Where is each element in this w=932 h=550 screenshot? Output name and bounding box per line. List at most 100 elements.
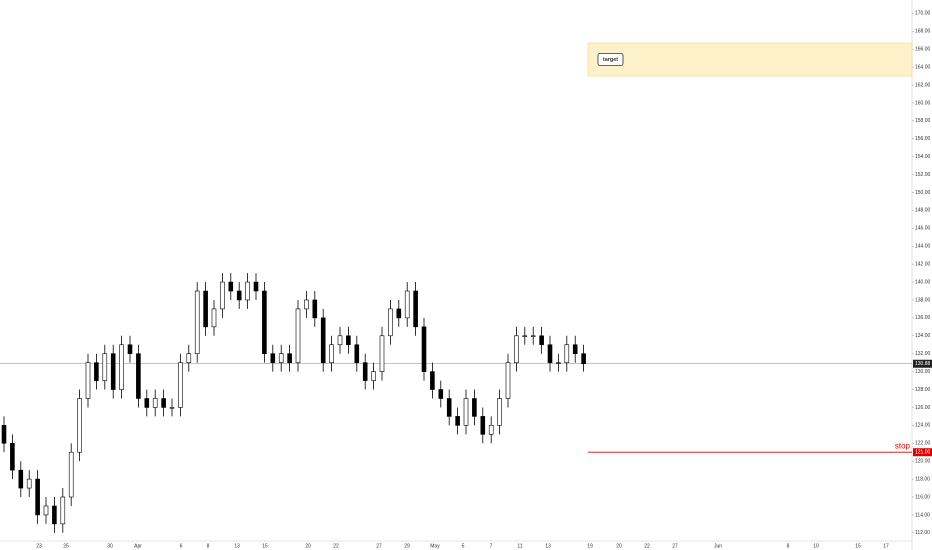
y-tick-label: 154.00 <box>915 154 931 160</box>
y-tick-label: 170.00 <box>915 11 931 17</box>
candle-body <box>60 496 66 525</box>
candle-body <box>337 335 343 346</box>
candle-body <box>144 398 150 408</box>
y-tick-label: 160.00 <box>915 100 931 106</box>
x-tick-label: 27 <box>376 543 382 549</box>
x-tick-label: 13 <box>234 543 240 549</box>
x-tick-label: Apr <box>134 543 142 549</box>
candle-body <box>77 398 82 453</box>
candle-body <box>85 362 91 399</box>
x-tick-label: Jun <box>714 543 722 549</box>
x-tick-label: 27 <box>672 543 678 549</box>
candle-body <box>152 398 158 408</box>
y-tick-label: 164.00 <box>915 64 931 70</box>
candle-body <box>564 344 570 363</box>
x-tick-label: 11 <box>517 543 522 549</box>
candle-body <box>278 353 284 363</box>
y-tick-label: 128.00 <box>915 387 931 393</box>
y-tick-label: 114.00 <box>915 512 930 518</box>
y-tick-label: 126.00 <box>915 405 931 411</box>
x-tick-label: 29 <box>404 543 410 549</box>
candle-body <box>421 326 427 372</box>
x-tick-label: 20 <box>305 543 311 549</box>
y-tick-label: 140.00 <box>915 279 931 285</box>
x-tick-label: 22 <box>644 543 650 549</box>
candle-body <box>203 290 208 328</box>
candle-body <box>262 290 267 355</box>
candle-body <box>379 335 385 372</box>
candle-body <box>581 353 586 365</box>
y-tick-label: 132.00 <box>915 351 931 357</box>
y-tick-label: 116.00 <box>915 494 930 500</box>
x-tick-label: 23 <box>36 543 42 549</box>
candle-body <box>446 398 452 417</box>
candle-body <box>539 335 544 346</box>
candle-body <box>35 478 40 516</box>
y-tick-label: 156.00 <box>915 136 931 142</box>
x-tick-label: 17 <box>883 543 889 549</box>
candle-body <box>556 362 561 364</box>
x-tick-label: 15 <box>262 543 268 549</box>
candle-body <box>119 344 124 390</box>
candle-body <box>270 353 276 363</box>
stop-name: stop <box>895 441 911 450</box>
x-tick-label: May <box>430 543 440 549</box>
x-tick-label: 5 <box>462 543 465 549</box>
candle-body <box>522 335 528 337</box>
x-tick-label: 15 <box>855 543 861 549</box>
candle-body <box>455 416 460 426</box>
y-tick-label: 112.00 <box>915 530 930 536</box>
candle-body <box>127 344 133 355</box>
candle-body <box>211 308 217 328</box>
y-tick-label: 168.00 <box>915 29 931 35</box>
candle-body <box>320 317 326 363</box>
candle-body <box>505 362 511 399</box>
candle-body <box>26 478 32 489</box>
candle-body <box>438 389 444 399</box>
target-label: target <box>603 57 618 63</box>
candle-body <box>102 353 108 381</box>
stop-price-label: 121.00 <box>915 450 931 456</box>
y-tick-label: 150.00 <box>915 190 931 196</box>
candle-body <box>404 290 410 319</box>
candle-body <box>329 344 334 363</box>
candle-body <box>110 353 116 390</box>
y-tick-label: 144.00 <box>915 244 931 250</box>
candle-body <box>136 353 141 399</box>
candle-body <box>161 398 166 408</box>
y-tick-label: 152.00 <box>915 172 931 178</box>
candle-body <box>169 407 175 409</box>
candle-body <box>488 425 494 435</box>
x-tick-label: 19 <box>587 543 593 549</box>
candle-body <box>354 344 360 363</box>
x-tick-label: 25 <box>63 543 69 549</box>
candle-body <box>413 290 418 328</box>
candle-body <box>68 451 74 498</box>
last-price-label: 130.88 <box>915 361 931 367</box>
candle-body <box>346 335 351 346</box>
candle-body <box>1 425 7 444</box>
x-tick-label: 30 <box>107 543 113 549</box>
y-tick-label: 122.00 <box>915 441 931 447</box>
candle-body <box>220 281 225 310</box>
candle-body <box>472 398 477 417</box>
y-tick-label: 138.00 <box>915 297 931 303</box>
y-tick-label: 134.00 <box>915 333 931 339</box>
candle-body <box>396 308 402 319</box>
last-price-box <box>913 359 932 368</box>
candle-body <box>463 398 469 426</box>
x-tick-label: 7 <box>490 543 493 549</box>
x-tick-label: 8 <box>207 543 210 549</box>
candle-body <box>312 299 318 319</box>
x-tick-label: 6 <box>180 543 183 549</box>
target-zone <box>587 42 913 77</box>
candle-body <box>178 362 183 408</box>
x-tick-label: 13 <box>545 543 551 549</box>
candle-body <box>236 290 242 301</box>
y-tick-label: 142.00 <box>915 261 931 267</box>
candle-body <box>388 308 393 337</box>
y-tick-label: 124.00 <box>915 423 931 429</box>
y-tick-label: 148.00 <box>915 208 931 214</box>
